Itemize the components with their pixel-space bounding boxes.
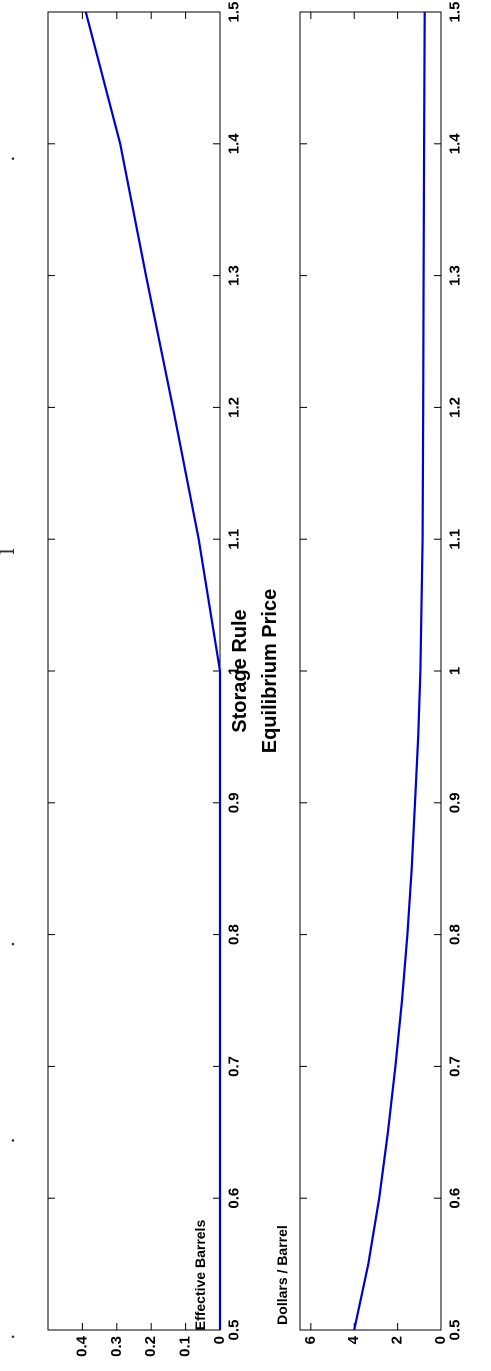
x-tick-label: 1	[225, 667, 242, 675]
series-line	[353, 11, 426, 1331]
y-tick-label: 0	[211, 1336, 228, 1344]
y-tick-label: 2	[389, 1336, 406, 1344]
x-tick-label: 1.4	[446, 133, 463, 155]
x-tick-label: 0.6	[225, 1188, 242, 1209]
caption-fragment: ... l ... g ... y	[0, 0, 19, 1340]
x-tick-label: 1.1	[225, 529, 242, 550]
x-tick-label: 1.5	[446, 2, 463, 23]
y-tick-label: 0.3	[108, 1336, 125, 1357]
y-axis-label: Dollars / Barrel	[274, 1225, 290, 1325]
x-tick-label: 1.3	[225, 265, 242, 286]
x-tick-label: 0.5	[446, 1320, 463, 1341]
x-tick-label: 0.7	[446, 1056, 463, 1077]
x-tick-label: 0.5	[225, 1320, 242, 1341]
y-tick-label: 0.4	[73, 1335, 90, 1357]
x-tick-label: 1.3	[446, 265, 463, 286]
x-tick-label: 0.9	[446, 792, 463, 813]
x-tick-label: 0.9	[225, 792, 242, 813]
x-tick-label: 0.8	[446, 924, 463, 945]
x-tick-label: 0.7	[225, 1056, 242, 1077]
y-tick-label: 4	[345, 1335, 362, 1344]
x-tick-label: 1	[446, 667, 463, 675]
y-tick-label: 0	[432, 1336, 449, 1344]
x-tick-label: 0.6	[446, 1188, 463, 1209]
y-tick-label: 0.2	[142, 1336, 159, 1357]
y-axis-label: Effective Barrels	[192, 1220, 208, 1331]
chart-title: Storage Rule	[229, 609, 251, 732]
x-tick-label: 1.1	[446, 529, 463, 550]
x-tick-label: 0.8	[225, 924, 242, 945]
storage-rule-panel: 0.5 0.6 0.7 0.8 0.9 1 1.1 1.2 1.3 1.4 1.5 0 0.1 0.2 0.…	[47, 2, 251, 1357]
x-tick-label: 1.4	[225, 133, 242, 155]
y-tick-label: 6	[302, 1336, 319, 1344]
x-tick-label: 1.2	[446, 397, 463, 418]
x-tick-label: 1.2	[225, 397, 242, 418]
y-tick-label: 0.1	[177, 1336, 194, 1357]
x-tick-label: 1.5	[225, 2, 242, 23]
equilibrium-price-panel: 0.5 0.6 0.7 0.8 0.9 1 1.1 1.2 1.3 1.4 1.5 0 2 4 6 Equil…	[259, 2, 463, 1345]
chart-title: Equilibrium Price	[259, 589, 281, 753]
series-line	[84, 11, 222, 1330]
